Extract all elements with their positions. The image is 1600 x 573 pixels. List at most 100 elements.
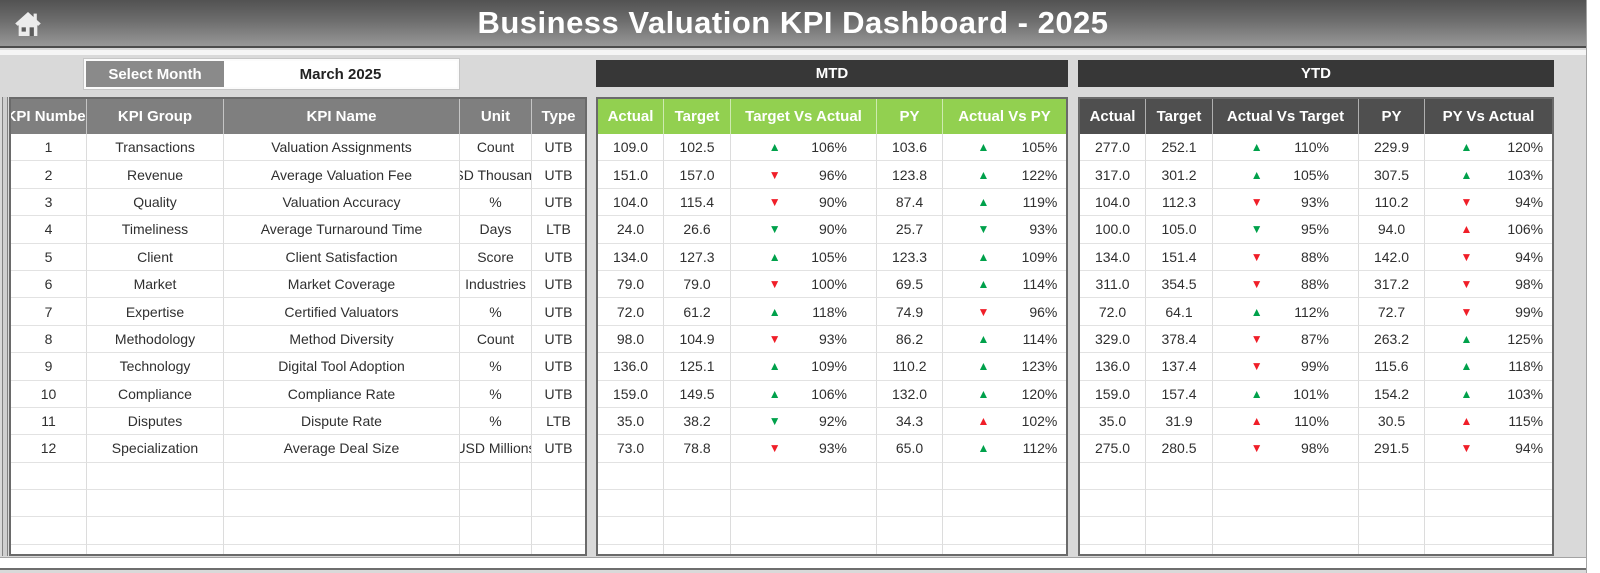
variance-cell: ▲ 103% [1425, 381, 1552, 408]
variance-percent: 109% [1021, 248, 1058, 265]
unit-cell [460, 517, 532, 545]
type-cell [532, 517, 585, 545]
unit-cell: % [460, 188, 532, 217]
kpi-number-cell: 6 [11, 270, 87, 299]
kpi-number-cell: 4 [11, 216, 87, 244]
py-cell: 263.2 [1359, 325, 1425, 354]
col-header-ytd-py-vs-actual: PY Vs Actual [1425, 99, 1552, 134]
kpi-number-cell: 8 [11, 325, 87, 354]
variance-percent: 93% [818, 440, 847, 457]
unit-cell: Count [460, 134, 532, 162]
target-cell [664, 462, 731, 491]
target-cell: 157.0 [664, 161, 731, 189]
actual-cell: 109.0 [598, 134, 664, 162]
unit-cell: Score [460, 243, 532, 271]
metrics-row: 136.0 137.4 ▼ 99% 115.6 ▲ 118% [1080, 353, 1552, 381]
variance-cell: ▲ 110% [1213, 407, 1359, 436]
mtd-section-header: MTD [596, 60, 1068, 87]
metrics-row [1080, 544, 1552, 554]
freeze-pane-divider [2, 97, 8, 556]
selected-month-value[interactable]: March 2025 [224, 61, 457, 87]
variance-cell: ▲ 123% [943, 353, 1066, 381]
type-cell: UTB [532, 298, 585, 326]
variance-percent: 115% [1508, 413, 1544, 430]
kpi-number-cell [11, 490, 87, 518]
col-header-type: Type [532, 99, 585, 134]
variance-cell [731, 517, 877, 545]
type-cell: UTB [532, 271, 585, 299]
page-title: Business Valuation KPI Dashboard - 2025 [477, 5, 1109, 40]
trend-arrow-icon: ▲ [768, 249, 781, 264]
variance-percent: 98% [1300, 440, 1329, 457]
variance-percent: 112% [1022, 440, 1058, 457]
unit-cell: USD Thousands [460, 161, 532, 189]
trend-arrow-icon: ▲ [1250, 140, 1263, 155]
trend-arrow-icon: ▲ [768, 386, 781, 401]
trend-arrow-icon: ▲ [1460, 167, 1473, 182]
trend-arrow-icon: ▼ [1250, 359, 1263, 374]
variance-cell: ▼ 93% [1213, 188, 1359, 217]
variance-percent: 105% [1293, 166, 1329, 183]
kpi-name-cell: Market Coverage [224, 270, 460, 299]
target-cell: 137.4 [1146, 353, 1213, 381]
variance-percent: 95% [1300, 221, 1329, 238]
variance-cell: ▲ 114% [943, 271, 1066, 299]
kpi-number-cell: 1 [11, 134, 87, 162]
metrics-row: 104.0 112.3 ▼ 93% 110.2 ▼ 94% [1080, 188, 1552, 217]
kpi-group-cell: Expertise [87, 298, 224, 326]
kpi-name-cell: Compliance Rate [224, 380, 460, 408]
vertical-scrollbar[interactable] [1586, 0, 1600, 573]
actual-cell: 275.0 [1080, 435, 1146, 463]
py-cell: 69.5 [877, 270, 943, 299]
target-cell: 378.4 [1146, 325, 1213, 354]
actual-cell: 329.0 [1080, 325, 1146, 354]
trend-arrow-icon: ▼ [977, 222, 990, 237]
home-icon[interactable] [10, 6, 46, 42]
unit-cell: USD Millions [460, 435, 532, 463]
kpi-info-row: 5 Client Client Satisfaction Score UTB [11, 243, 585, 271]
kpi-number-cell: 11 [11, 407, 87, 436]
metrics-row: 24.0 26.6 ▼ 90% 25.7 ▼ 93% [598, 216, 1066, 244]
kpi-info-row: 1 Transactions Valuation Assignments Cou… [11, 134, 585, 162]
actual-cell: 277.0 [1080, 134, 1146, 162]
target-cell: 64.1 [1146, 298, 1213, 326]
variance-percent: 93% [1300, 193, 1329, 210]
horizontal-scrollbar[interactable] [0, 557, 1600, 570]
variance-cell [731, 490, 877, 518]
col-header-ytd-actual: Actual [1080, 99, 1146, 134]
trend-arrow-icon: ▼ [1460, 194, 1473, 209]
variance-cell [943, 463, 1066, 491]
kpi-info-row [11, 462, 585, 491]
variance-cell [943, 490, 1066, 518]
variance-percent: 106% [1507, 221, 1544, 238]
kpi-info-row: 12 Specialization Average Deal Size USD … [11, 435, 585, 463]
variance-percent: 88% [1300, 248, 1329, 265]
col-header-kpi-name: KPI Name [224, 99, 460, 134]
variance-percent: 102% [1021, 413, 1058, 430]
kpi-name-cell [224, 490, 460, 518]
trend-arrow-icon: ▲ [768, 140, 781, 155]
variance-cell: ▲ 105% [731, 243, 877, 271]
variance-percent: 118% [812, 303, 847, 320]
py-cell: 115.6 [1359, 353, 1425, 381]
kpi-group-cell: Revenue [87, 161, 224, 189]
variance-cell: ▲ 106% [731, 134, 877, 162]
metrics-row: 159.0 157.4 ▲ 101% 154.2 ▲ 103% [1080, 380, 1552, 408]
trend-arrow-icon: ▼ [977, 304, 990, 319]
variance-cell: ▼ 95% [1213, 216, 1359, 244]
py-cell: 34.3 [877, 407, 943, 436]
kpi-info-row: 10 Compliance Compliance Rate % UTB [11, 380, 585, 408]
variance-cell: ▼ 90% [731, 216, 877, 244]
variance-cell [943, 517, 1066, 545]
col-header-mtd-target-vs-actual: Target Vs Actual [731, 99, 877, 134]
kpi-group-cell: Specialization [87, 435, 224, 463]
py-cell: 25.7 [877, 216, 943, 244]
py-cell: 123.3 [877, 243, 943, 271]
variance-cell: ▲ 112% [943, 435, 1066, 463]
actual-cell: 35.0 [1080, 407, 1146, 436]
target-cell [664, 544, 731, 554]
trend-arrow-icon: ▼ [768, 441, 781, 456]
kpi-name-cell: Dispute Rate [224, 407, 460, 436]
variance-percent: 119% [1022, 193, 1058, 210]
select-month-button[interactable]: Select Month [86, 61, 224, 87]
